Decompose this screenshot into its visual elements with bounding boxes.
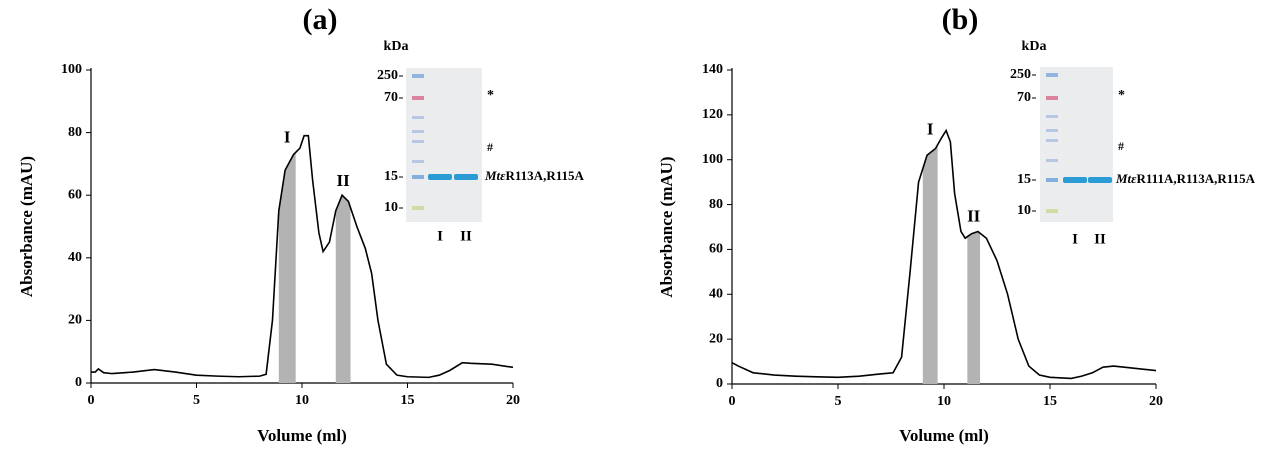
shaded-region: [336, 70, 351, 383]
x-tick-label: 10: [937, 394, 951, 409]
y-tick-label: 140: [702, 62, 723, 77]
y-tick-label: 40: [68, 250, 82, 265]
x-tick-label: 5: [835, 394, 842, 409]
lane-label: I: [1072, 231, 1078, 247]
hash-label: #: [1118, 139, 1124, 153]
marker-band: [1046, 73, 1058, 77]
x-tick-label: 20: [506, 393, 520, 408]
lane-label: II: [460, 228, 472, 244]
marker-band: [412, 175, 424, 179]
marker-label: 250: [377, 68, 398, 83]
region-label: I: [927, 120, 934, 139]
marker-band: [1046, 115, 1058, 118]
star-label: *: [487, 88, 494, 103]
star-label: *: [1118, 88, 1125, 103]
x-tick-label: 0: [88, 393, 95, 408]
shaded-region: [967, 70, 980, 384]
marker-band: [1046, 129, 1058, 132]
y-axis-label: Absorbance (mAU): [17, 156, 36, 297]
gel-image: [406, 68, 482, 222]
marker-band: [412, 96, 424, 100]
y-tick-label: 40: [709, 287, 723, 302]
marker-label: 15: [384, 169, 398, 184]
y-axis-label: Absorbance (mAU): [657, 156, 676, 297]
y-tick-label: 0: [75, 375, 82, 390]
x-axis-label: Volume (ml): [257, 426, 347, 445]
x-tick-label: 5: [193, 393, 200, 408]
x-tick-label: 20: [1149, 394, 1163, 409]
protein-prefix: Mtε: [484, 168, 506, 183]
protein-name: R111A,R113A,R115A: [1137, 171, 1256, 186]
marker-band: [412, 160, 424, 163]
marker-label: 70: [1017, 90, 1031, 105]
x-tick-label: 15: [1043, 394, 1057, 409]
marker-band: [1046, 209, 1058, 213]
y-tick-label: 100: [702, 152, 723, 167]
region-label: I: [284, 127, 291, 146]
marker-band: [412, 130, 424, 133]
y-tick-label: 80: [68, 125, 82, 140]
lane-label: I: [437, 228, 443, 244]
y-tick-label: 80: [709, 197, 723, 212]
gel-unit: kDa: [1022, 39, 1047, 54]
x-axis-label: Volume (ml): [899, 426, 989, 445]
gel-image: [1040, 67, 1113, 222]
chart-title: (a): [303, 3, 338, 36]
shaded-region: [923, 70, 938, 384]
chart-title: (b): [942, 3, 979, 36]
region-label: II: [337, 171, 351, 190]
y-tick-label: 60: [68, 187, 82, 202]
lane-label: II: [1094, 231, 1106, 247]
figure: (a) Absorbance (mAU) Volume (ml) 0 20 40 60 80 1…: [0, 0, 1265, 448]
protein-label: MtεR111A,R113A,R115A: [1115, 171, 1256, 186]
y-tick-label: 20: [709, 331, 723, 346]
x-tick-label: 0: [729, 394, 736, 409]
marker-band: [1046, 159, 1058, 162]
x-tick-label: 15: [401, 393, 415, 408]
marker-label: 250: [1010, 67, 1031, 82]
marker-band: [412, 140, 424, 143]
gel-unit: kDa: [384, 39, 409, 54]
marker-band: [1046, 139, 1058, 142]
hash-label: #: [487, 140, 493, 154]
x-tick-label: 10: [295, 393, 309, 408]
region-label: II: [967, 207, 981, 226]
marker-label: 10: [1017, 203, 1031, 218]
y-tick-label: 0: [716, 376, 723, 391]
sample-band: [428, 174, 452, 180]
y-tick-label: 120: [702, 107, 723, 122]
marker-band: [1046, 96, 1058, 100]
sample-band: [1088, 177, 1112, 183]
y-tick-label: 20: [68, 313, 82, 328]
protein-prefix: Mtε: [1115, 171, 1137, 186]
marker-label: 15: [1017, 172, 1031, 187]
marker-band: [412, 116, 424, 119]
sample-band: [1063, 177, 1087, 183]
shaded-region: [279, 70, 296, 383]
marker-label: 70: [384, 90, 398, 105]
marker-band: [412, 206, 424, 210]
sample-band: [454, 174, 478, 180]
protein-label: MtεR113A,R115A: [484, 168, 584, 183]
y-tick-label: 60: [709, 242, 723, 257]
marker-label: 10: [384, 200, 398, 215]
protein-name: R113A,R115A: [506, 168, 585, 183]
y-tick-label: 100: [61, 62, 82, 77]
marker-band: [1046, 178, 1058, 182]
marker-band: [412, 74, 424, 78]
